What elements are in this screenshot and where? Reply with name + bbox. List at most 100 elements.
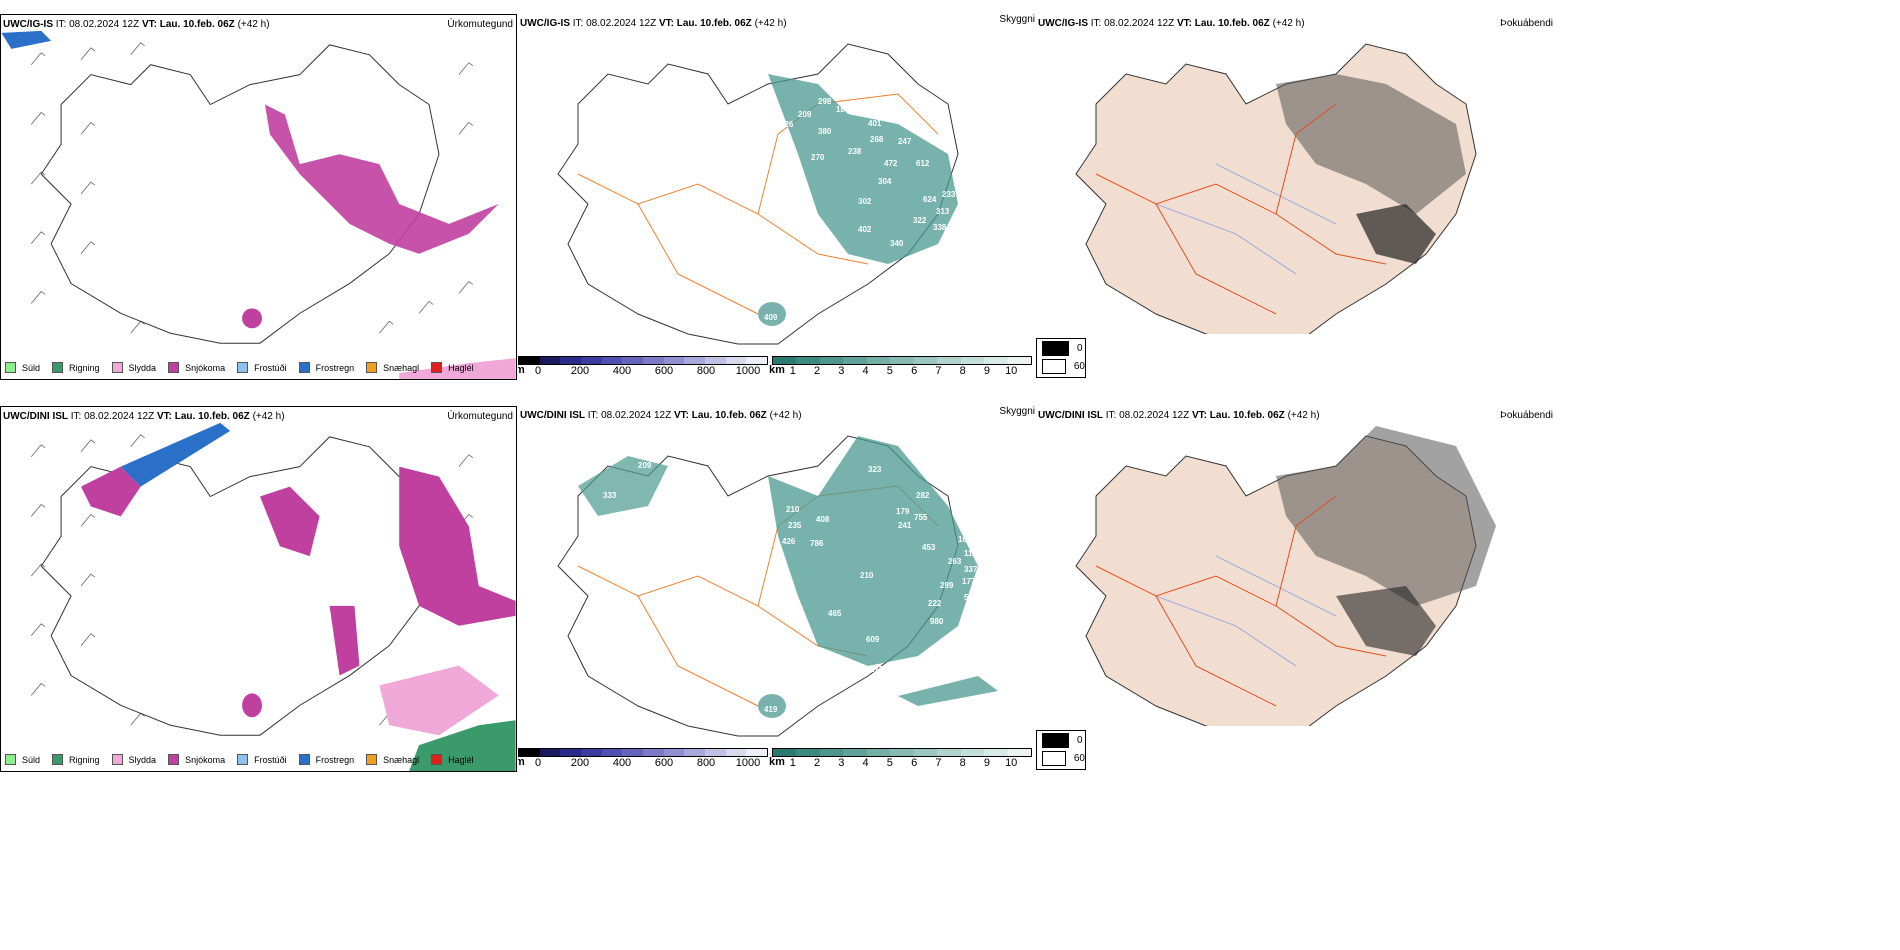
legend-swatch bbox=[111, 362, 123, 373]
legend-item: Rigning bbox=[52, 754, 100, 765]
visibility-label: 179 bbox=[896, 507, 910, 516]
colorbar-unit: m bbox=[518, 364, 525, 376]
precip-type-legend: Súld Rigning Slydda Snjókoma Frostúði Frostre… bbox=[5, 754, 486, 765]
snow-area-south bbox=[242, 308, 262, 329]
legend-item: Snæhagl bbox=[366, 362, 419, 373]
river-network bbox=[1155, 555, 1337, 667]
visibility-label: 177 bbox=[962, 577, 976, 586]
colorbar-segment bbox=[684, 749, 706, 756]
legend-swatch bbox=[5, 362, 16, 373]
colorbar-tick-label: 0 bbox=[534, 365, 542, 377]
colorbar-segment bbox=[913, 749, 938, 756]
snow-area-central bbox=[259, 486, 320, 557]
colorbar-segment bbox=[684, 357, 706, 364]
colorbar-segment bbox=[890, 357, 914, 364]
legend-swatch bbox=[366, 754, 378, 765]
fog-index-dark-area bbox=[1276, 426, 1496, 606]
visibility-label: 472 bbox=[884, 159, 898, 168]
colorbar-unit: m bbox=[518, 756, 525, 768]
panel-title: Úrkomutegund bbox=[447, 19, 513, 30]
visibility-label: 333 bbox=[603, 491, 617, 500]
fog-legend-label: 0 bbox=[1077, 342, 1083, 354]
colorbar-segment bbox=[819, 357, 844, 364]
colorbar-tick-label: 1 bbox=[789, 757, 796, 769]
reduced-visibility-area-west bbox=[578, 456, 668, 516]
legend-item: Snæhagl bbox=[366, 754, 419, 765]
visibility-label: 268 bbox=[870, 135, 884, 144]
visibility-label: 270 bbox=[811, 153, 825, 162]
colorbar-segment bbox=[746, 357, 768, 364]
colorbar-tick-label: 5 bbox=[886, 757, 893, 769]
legend-label: Snæhagl bbox=[383, 362, 420, 373]
colorbar-segment bbox=[890, 749, 914, 756]
fog-legend-label: 0 bbox=[1077, 734, 1083, 746]
visibility-label: 302 bbox=[858, 197, 872, 206]
visibility-m-colorbar: 0 200 400 600 800 1000 m bbox=[518, 748, 768, 769]
colorbar-strip bbox=[518, 748, 768, 757]
legend-label: Haglél bbox=[448, 754, 474, 765]
wind-barbs bbox=[30, 42, 474, 334]
legend-item: Frostregn bbox=[298, 362, 354, 373]
colorbar-segment bbox=[819, 749, 844, 756]
legend-label: Rigning bbox=[69, 754, 100, 765]
fog-index-legend-top: 0 60 bbox=[1036, 338, 1086, 378]
road-network bbox=[577, 93, 939, 315]
fog-index-dark-area-south bbox=[1356, 204, 1436, 264]
legend-item: Rigning bbox=[52, 362, 100, 373]
colorbar-segment bbox=[560, 357, 582, 364]
panel-title: Skyggni bbox=[999, 406, 1035, 417]
colorbar-tick-label: 200 bbox=[570, 365, 590, 377]
colorbar-segment bbox=[866, 749, 891, 756]
colorbar-segment bbox=[539, 357, 561, 364]
colorbar-segment bbox=[643, 357, 664, 364]
panel-header: UWC/IG-IS IT: 08.02.2024 12Z VT: Lau. 10… bbox=[1038, 18, 1305, 29]
panel-title: Þokuábendi bbox=[1500, 18, 1553, 29]
fog-legend-item: 0 bbox=[1037, 339, 1085, 357]
visibility-label: 322 bbox=[913, 216, 927, 225]
colorbar-tick-label: 1000 bbox=[735, 365, 761, 377]
colorbar-segment bbox=[773, 749, 797, 756]
legend-item: Snjókoma bbox=[168, 362, 225, 373]
visibility-label: 222 bbox=[928, 599, 942, 608]
visibility-label: 453 bbox=[922, 543, 936, 552]
legend-swatch bbox=[52, 362, 64, 373]
fog-legend-item: 0 bbox=[1037, 731, 1085, 749]
visibility-label: 609 bbox=[866, 635, 880, 644]
visibility-label: 500 bbox=[964, 593, 978, 602]
panel-header: UWC/IG-IS IT: 08.02.2024 12Z VT: Lau. 10… bbox=[3, 19, 270, 30]
visibility-label: 241 bbox=[898, 521, 912, 530]
colorbar-ticks: 1 2 3 4 5 6 7 8 9 10 bbox=[772, 365, 1032, 377]
legend-swatch bbox=[168, 362, 180, 373]
panel-title: Úrkomutegund bbox=[447, 411, 513, 422]
visibility-label: 289 bbox=[940, 581, 954, 590]
colorbar-segment bbox=[866, 357, 891, 364]
legend-swatch bbox=[237, 362, 249, 373]
visibility-label: 233 bbox=[942, 190, 956, 199]
visibility-label: 409 bbox=[764, 313, 778, 322]
legend-item: Frostúði bbox=[237, 362, 287, 373]
fog-index-dark-area-south bbox=[1336, 586, 1436, 656]
visibility-label: 323 bbox=[868, 465, 882, 474]
fog-index-map-top bbox=[1075, 43, 1477, 334]
visibility-label: 209 bbox=[638, 461, 652, 470]
legend-swatch bbox=[298, 362, 310, 373]
colorbar-tick-label: 3 bbox=[838, 365, 845, 377]
precip-type-legend: Súld Rigning Slydda Snjókoma Frostúði Frostre… bbox=[5, 362, 486, 373]
legend-item: Haglél bbox=[431, 362, 474, 373]
legend-swatch bbox=[111, 754, 123, 765]
visibility-label: 304 bbox=[878, 177, 892, 186]
colorbar-segment bbox=[1007, 357, 1031, 364]
visibility-label: 755 bbox=[914, 513, 928, 522]
sleet-area bbox=[379, 665, 499, 736]
visibility-label: 263 bbox=[948, 557, 962, 566]
precip-type-panel-bottom: UWC/DINI ISL IT: 08.02.2024 12Z VT: Lau.… bbox=[0, 406, 517, 772]
colorbar-segment bbox=[643, 749, 664, 756]
legend-item: Snjókoma bbox=[168, 754, 225, 765]
visibility-label: 465 bbox=[828, 609, 842, 618]
legend-item: Frostregn bbox=[298, 754, 354, 765]
colorbar-tick-label: 1 bbox=[789, 365, 796, 377]
visibility-value-labels: 209 333 210 235 408 426 786 323 282 755 … bbox=[603, 461, 978, 714]
precip-type-map-top bbox=[1, 30, 516, 379]
freezing-rain-area bbox=[1, 30, 52, 49]
reduced-visibility-area bbox=[768, 436, 978, 666]
